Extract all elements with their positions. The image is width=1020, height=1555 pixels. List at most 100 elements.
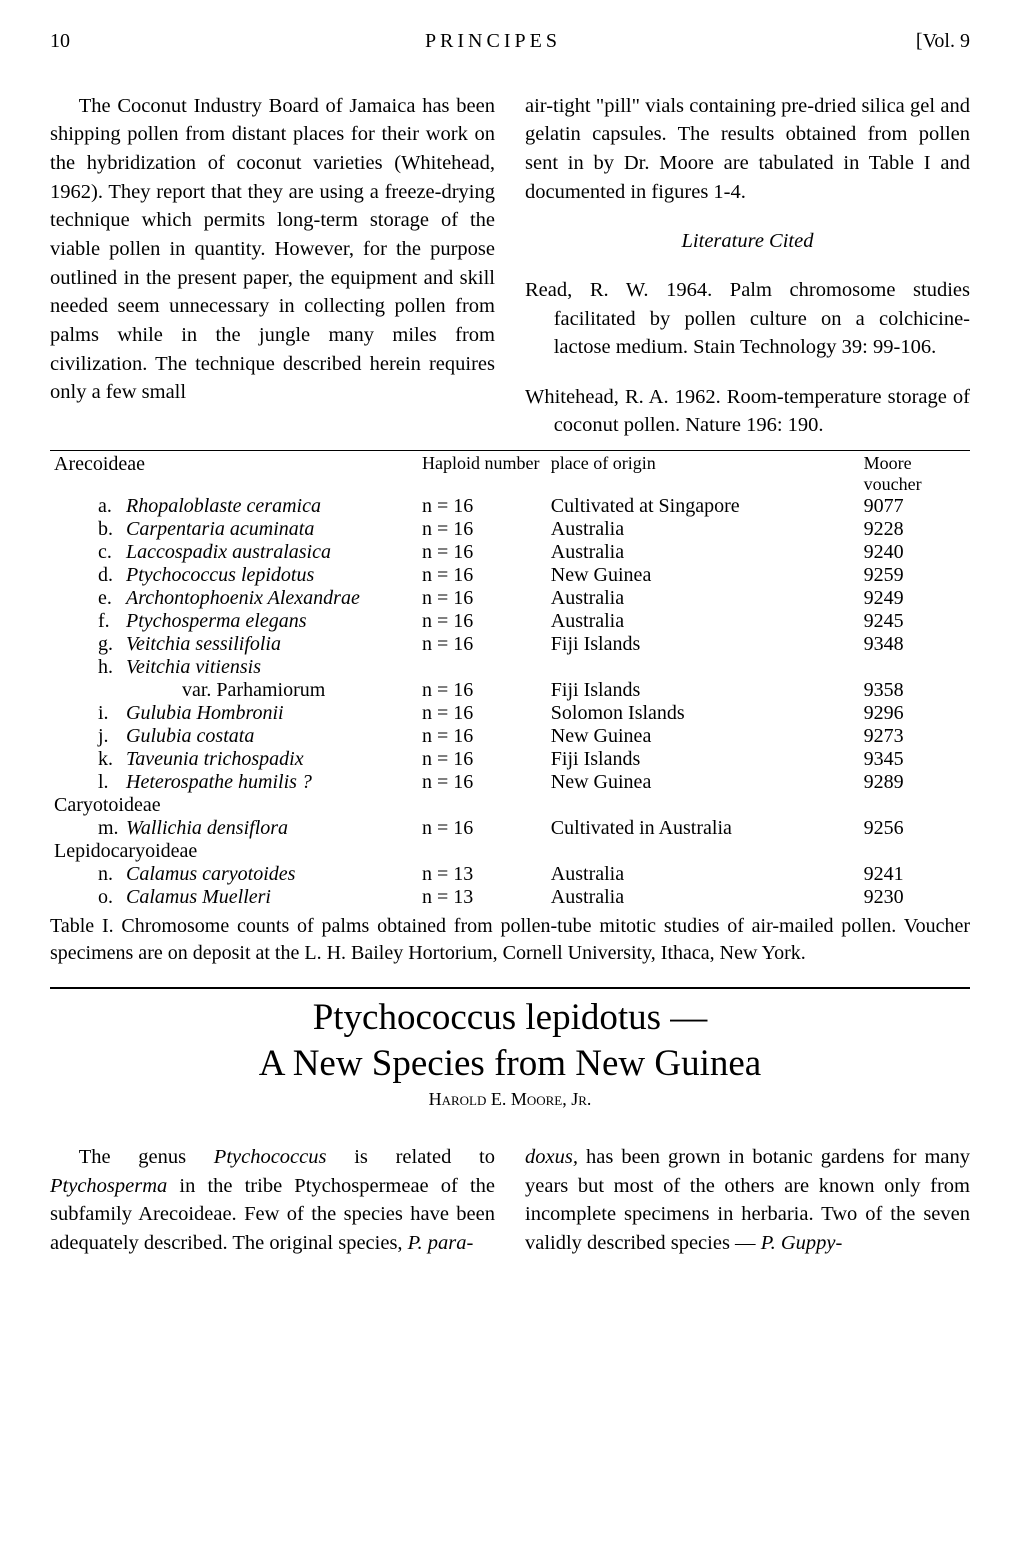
origin-cell: Australia [547,863,860,886]
th-origin: place of origin [547,453,860,495]
haploid-cell: n = 16 [418,725,547,748]
voucher-cell: 9249 [860,587,970,610]
voucher-cell: 9273 [860,725,970,748]
species-cell: var. Parhamiorum [50,679,418,702]
origin-cell: Australia [547,587,860,610]
haploid-cell: n = 16 [418,771,547,794]
journal-name: PRINCIPES [425,30,561,53]
origin-cell: Fiji Islands [547,633,860,656]
haploid-cell: n = 16 [418,817,547,840]
volume: [Vol. 9 [916,30,970,53]
table-row: g.Veitchia sessilifolian = 16Fiji Island… [50,633,970,656]
origin-cell: Australia [547,886,860,909]
haploid-cell: n = 16 [418,541,547,564]
origin-cell: Australia [547,610,860,633]
table-row: e.Archontophoenix Alexandraen = 16Austra… [50,587,970,610]
origin-cell: Australia [547,541,860,564]
origin-cell: New Guinea [547,564,860,587]
haploid-cell: n = 16 [418,679,547,702]
species-cell: o.Calamus Muelleri [50,886,418,909]
haploid-cell: n = 13 [418,886,547,909]
voucher-cell: 9230 [860,886,970,909]
page-number: 10 [50,30,70,53]
voucher-cell: 9241 [860,863,970,886]
haploid-cell: n = 16 [418,518,547,541]
article-title-line2: A New Species from New Guinea [259,1043,761,1084]
article-right-paragraph: doxus, has been grown in botanic gardens… [525,1143,970,1258]
origin-cell: Cultivated in Australia [547,817,860,840]
literature-cited-heading: Literature Cited [525,227,970,256]
haploid-cell: n = 16 [418,610,547,633]
subfamily-heading: Caryotoideae [50,794,970,817]
haploid-cell: n = 16 [418,702,547,725]
table-row: f.Ptychosperma elegansn = 16Australia924… [50,610,970,633]
haploid-cell: n = 16 [418,495,547,518]
species-cell: e.Archontophoenix Alexandrae [50,587,418,610]
haploid-cell: n = 13 [418,863,547,886]
table-row: b.Carpentaria acuminatan = 16Australia92… [50,518,970,541]
species-cell: i.Gulubia Hombronii [50,702,418,725]
article-left-column: The genus Ptychococcus is related to Pty… [50,1122,495,1278]
origin-cell: Solomon Islands [547,702,860,725]
voucher-cell: 9228 [860,518,970,541]
haploid-cell: n = 16 [418,748,547,771]
table-row: h.Veitchia vitiensis [50,656,970,679]
haploid-cell [418,656,547,679]
th-subfamily: Arecoideae [54,453,145,475]
rule-above-table [50,450,970,451]
voucher-cell: 9256 [860,817,970,840]
left-column: The Coconut Industry Board of Jamaica ha… [50,71,495,442]
th-haploid: Haploid number [418,453,547,495]
voucher-cell: 9259 [860,564,970,587]
species-cell: n.Calamus caryotoides [50,863,418,886]
species-cell: a.Rhopaloblaste ceramica [50,495,418,518]
article-left-paragraph: The genus Ptychococcus is related to Pty… [50,1143,495,1258]
species-cell: m.Wallichia densiflora [50,817,418,840]
voucher-cell: 9289 [860,771,970,794]
species-cell: b.Carpentaria acuminata [50,518,418,541]
left-paragraph: The Coconut Industry Board of Jamaica ha… [50,92,495,408]
origin-cell [547,656,860,679]
species-cell: j.Gulubia costata [50,725,418,748]
voucher-cell [860,656,970,679]
voucher-cell: 9296 [860,702,970,725]
article-title: Ptychococcus lepidotus — A New Species f… [50,995,970,1088]
table-1: Arecoideae Haploid number place of origi… [50,453,970,967]
species-table: Arecoideae Haploid number place of origi… [50,453,970,909]
article-columns: The genus Ptychococcus is related to Pty… [50,1122,970,1278]
species-cell: k.Taveunia trichospadix [50,748,418,771]
table-row: var. Parhamiorumn = 16Fiji Islands9358 [50,679,970,702]
table-row: a.Rhopaloblaste ceramican = 16Cultivated… [50,495,970,518]
origin-cell: Australia [547,518,860,541]
body-columns: The Coconut Industry Board of Jamaica ha… [50,71,970,442]
reference-1: Read, R. W. 1964. Palm chromosome studie… [525,276,970,362]
table-row: j.Gulubia costatan = 16New Guinea9273 [50,725,970,748]
species-cell: h.Veitchia vitiensis [50,656,418,679]
origin-cell: Fiji Islands [547,679,860,702]
haploid-cell: n = 16 [418,587,547,610]
table-row: n.Calamus caryotoidesn = 13Australia9241 [50,863,970,886]
table-row: m.Wallichia densifloran = 16Cultivated i… [50,817,970,840]
voucher-cell: 9240 [860,541,970,564]
right-column: air-tight "pill" vials containing pre-dr… [525,71,970,442]
table-row: d.Ptychococcus lepidotusn = 16New Guinea… [50,564,970,587]
voucher-cell: 9077 [860,495,970,518]
origin-cell: Fiji Islands [547,748,860,771]
right-paragraph: air-tight "pill" vials containing pre-dr… [525,92,970,207]
origin-cell: New Guinea [547,725,860,748]
table-row: l.Heterospathe humilis ?n = 16New Guinea… [50,771,970,794]
species-cell: l.Heterospathe humilis ? [50,771,418,794]
haploid-cell: n = 16 [418,633,547,656]
reference-2: Whitehead, R. A. 1962. Room-temperature … [525,383,970,440]
table-caption: Table I. Chromosome counts of palms obta… [50,913,970,967]
article-right-column: doxus, has been grown in botanic gardens… [525,1122,970,1278]
species-cell: g.Veitchia sessilifolia [50,633,418,656]
table-row: o.Calamus Muellerin = 13Australia9230 [50,886,970,909]
article-byline: Harold E. Moore, Jr. [50,1089,970,1110]
running-header: 10 PRINCIPES [Vol. 9 [50,30,970,53]
page: 10 PRINCIPES [Vol. 9 The Coconut Industr… [0,0,1020,1555]
voucher-cell: 9358 [860,679,970,702]
rule-above-article [50,987,970,989]
voucher-cell: 9345 [860,748,970,771]
article-title-line1: Ptychococcus lepidotus — [313,997,708,1038]
